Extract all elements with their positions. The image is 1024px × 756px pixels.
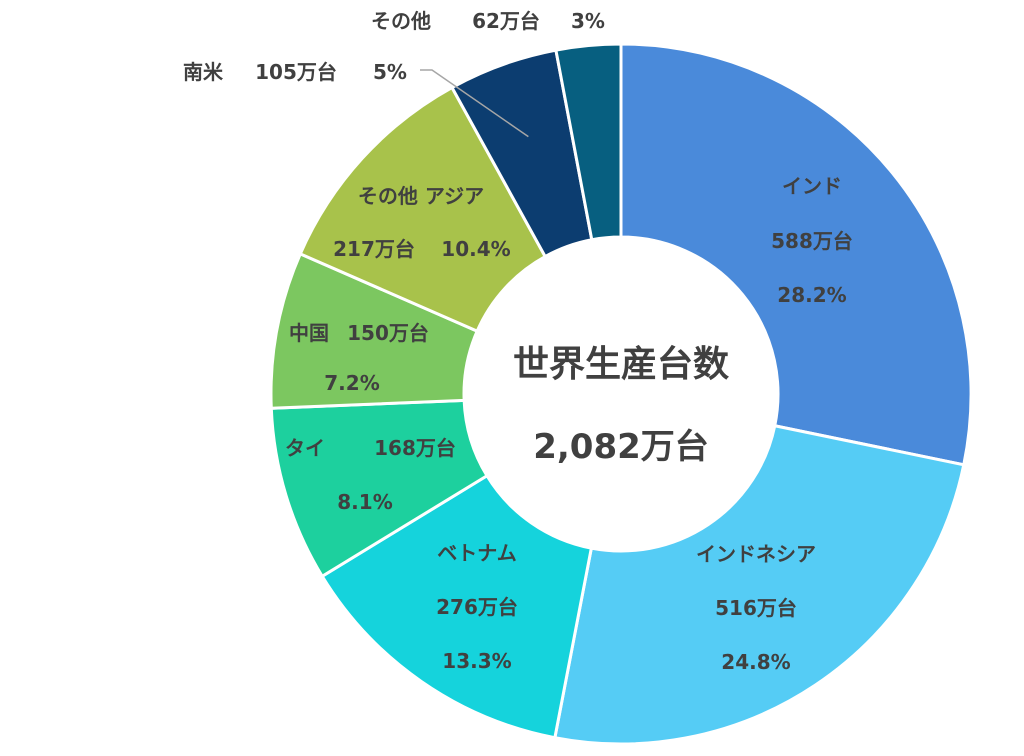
slice-label-other-value: 62万台 — [472, 9, 540, 33]
slice-other — [554, 42, 623, 242]
slice-label-thailand-value: 168万台 — [374, 436, 456, 460]
center-title: 世界生産台数 — [513, 344, 729, 385]
slice-label-thailand-percent: 8.1% — [337, 490, 392, 514]
slice-label-thailand-name: タイ — [285, 436, 325, 460]
slice-label-other-percent: 3% — [571, 9, 605, 33]
slice-label-india-name: インド — [782, 174, 842, 198]
slice-label-vietnam-percent: 13.3% — [442, 649, 511, 673]
slice-label-china-value: 150万台 — [347, 321, 429, 345]
slice-label-indonesia-value: 516万台 — [715, 596, 797, 620]
slice-indonesia — [553, 423, 966, 746]
center-total: 2,082万台 — [533, 427, 709, 467]
slice-label-other-asia-name: その他 アジア — [358, 184, 484, 208]
slice-label-south-america-percent: 5% — [373, 60, 407, 84]
leader-line-south-america — [420, 69, 529, 138]
slice-label-china-name: 中国 — [289, 321, 329, 345]
labels-group: インド 588万台 28.2% インドネシア 516万台 24.8% ベトナム … — [183, 9, 853, 674]
slice-label-vietnam-name: ベトナム — [437, 541, 516, 565]
slice-label-other-asia-percent: 10.4% — [441, 237, 510, 261]
slice-label-vietnam-value: 276万台 — [436, 595, 518, 619]
slice-india — [619, 42, 973, 467]
slice-label-south-america-value: 105万台 — [255, 60, 337, 84]
slice-label-indonesia-name: インドネシア — [696, 542, 816, 566]
slice-label-south-america-name: 南米 — [183, 60, 224, 84]
slice-label-india-value: 588万台 — [771, 229, 853, 253]
slice-vietnam — [320, 473, 594, 740]
slice-label-other-asia-value: 217万台 — [333, 237, 415, 261]
slice-label-indonesia-percent: 24.8% — [721, 650, 790, 674]
slice-label-india-percent: 28.2% — [777, 283, 846, 307]
slice-label-other-name: その他 — [371, 9, 431, 33]
slices-group — [269, 42, 973, 746]
leader-lines-group — [420, 69, 529, 138]
slice-label-china-percent: 7.2% — [324, 371, 379, 395]
